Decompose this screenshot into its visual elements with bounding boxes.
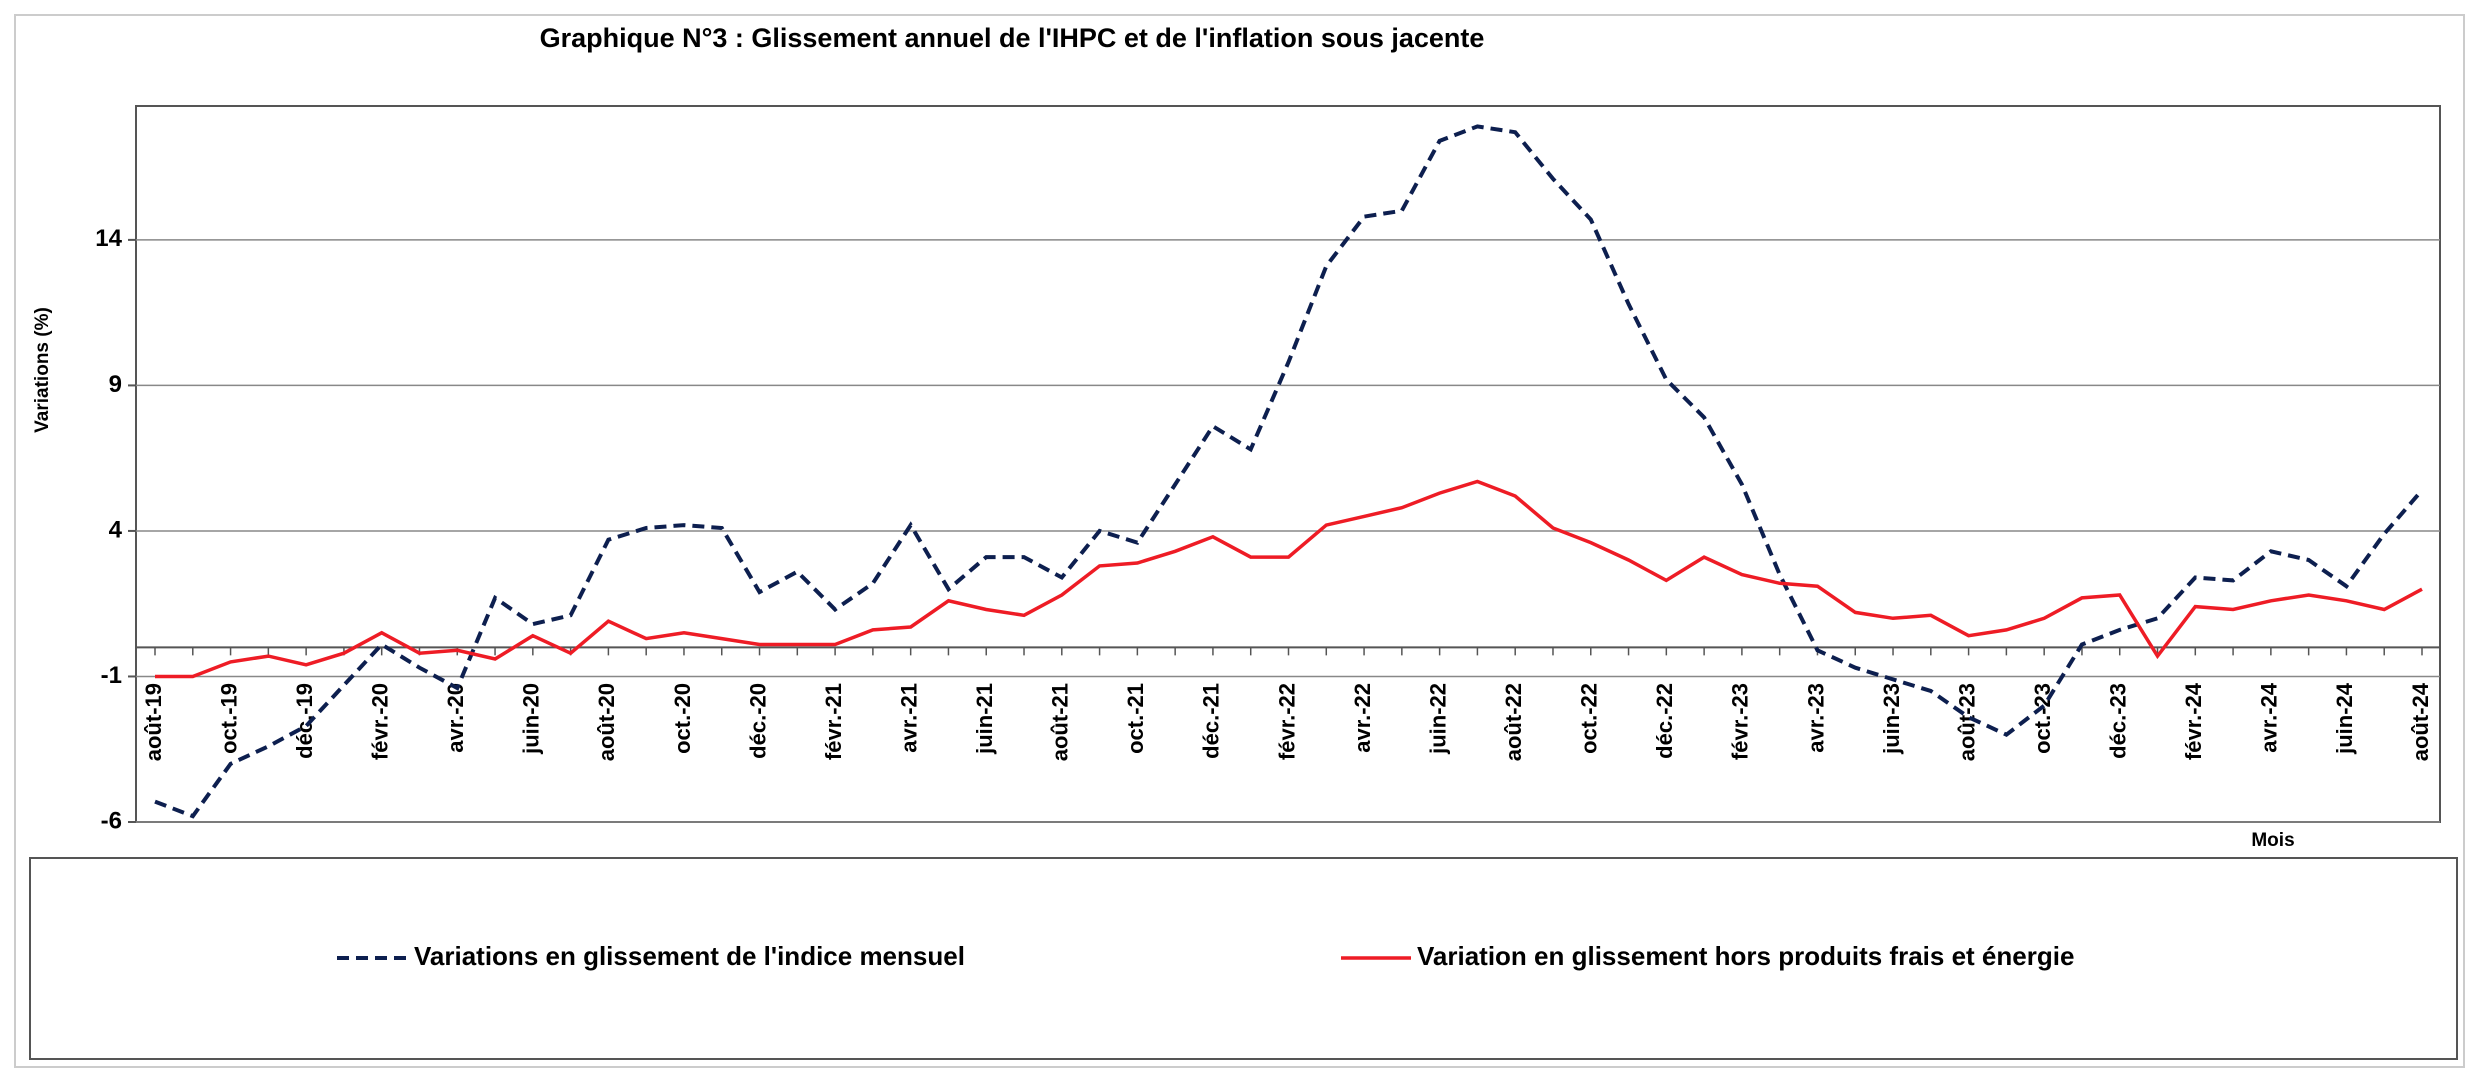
x-tick-label: juin-21 — [972, 683, 997, 755]
x-tick-label: oct.-21 — [1123, 683, 1148, 754]
y-tick-label: 4 — [109, 516, 123, 543]
x-tick-label: oct.-20 — [670, 683, 695, 754]
series-line — [155, 479, 2423, 679]
plot-area — [135, 105, 2441, 823]
legend-label: Variation en glissement hors produits fr… — [1417, 941, 2074, 971]
legend-label: Variations en glissement de l'indice men… — [414, 941, 965, 971]
x-axis-label: Mois — [2251, 830, 2294, 851]
x-tick-label: avr.-22 — [1350, 683, 1375, 753]
x-tick-label: juin-23 — [1879, 683, 1904, 755]
x-tick-label: oct.-19 — [216, 683, 241, 754]
x-tick-label: févr.-24 — [2181, 682, 2206, 760]
x-tick-label: févr.-22 — [1274, 683, 1299, 760]
x-tick-label: déc.-23 — [2106, 683, 2131, 759]
legend-box — [29, 857, 2458, 1060]
x-tick-label: déc.-21 — [1199, 683, 1224, 759]
x-tick-label: juin-24 — [2332, 682, 2357, 755]
x-tick-label: juin-20 — [519, 683, 544, 755]
y-tick-label: -6 — [101, 807, 122, 834]
x-tick-label: févr.-23 — [1728, 683, 1753, 760]
x-tick-label: avr.-24 — [2257, 682, 2282, 752]
x-tick-label: août-19 — [141, 683, 166, 761]
x-tick-label: déc.-22 — [1652, 683, 1677, 759]
x-tick-label: juin-22 — [1425, 683, 1450, 755]
x-tick-label: oct.-22 — [1577, 683, 1602, 754]
y-tick-label: 9 — [109, 371, 122, 398]
x-tick-label: août-20 — [594, 683, 619, 761]
x-tick-label: avr.-20 — [443, 683, 468, 753]
series-line — [154, 124, 2424, 819]
chart-title: Graphique N°3 : Glissement annuel de l'I… — [540, 23, 1485, 53]
x-tick-label: août-21 — [1048, 683, 1073, 761]
x-tick-label: avr.-23 — [1803, 683, 1828, 753]
x-tick-label: août-24 — [2408, 682, 2433, 761]
x-tick-label: avr.-21 — [896, 683, 921, 753]
x-tick-label: févr.-20 — [368, 683, 393, 760]
y-tick-label: -1 — [101, 662, 122, 689]
y-tick-label: 14 — [95, 225, 122, 252]
x-tick-label: déc.-20 — [745, 683, 770, 759]
x-tick-label: févr.-21 — [821, 683, 846, 760]
y-axis-label: Variations (%) — [32, 307, 53, 433]
x-tick-label: août-22 — [1501, 683, 1526, 761]
